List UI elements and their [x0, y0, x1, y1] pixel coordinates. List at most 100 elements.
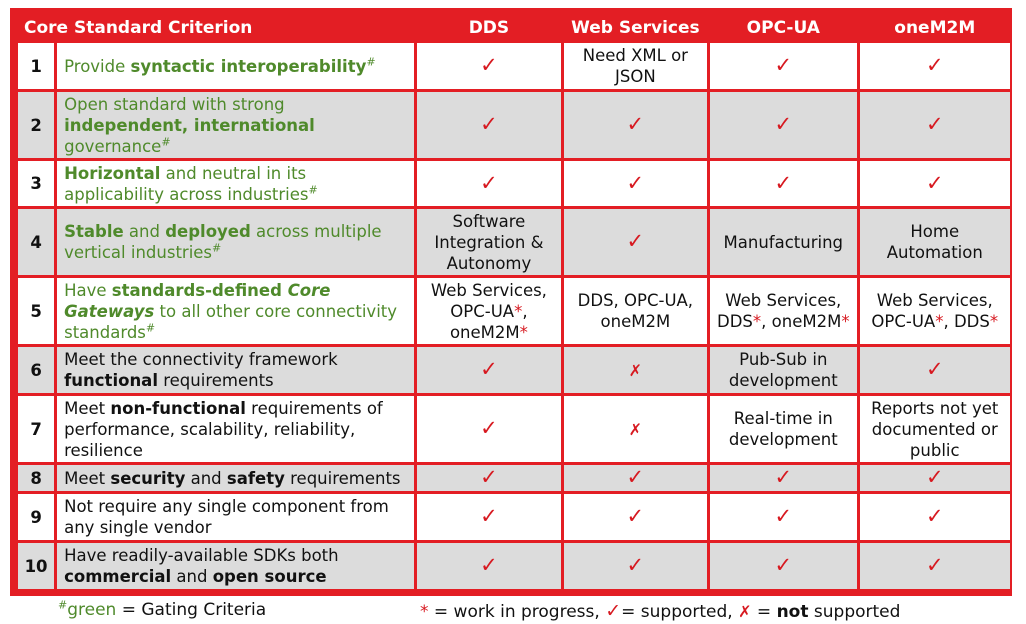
legend-eq-text: = [751, 602, 777, 622]
criterion-cell: Have readily-available SDKs both commerc… [57, 543, 415, 589]
dds-cell: ✓ [417, 43, 561, 89]
legend-gating-text: = Gating Criteria [116, 600, 267, 620]
table-row: 8 Meet security and safety requirements … [18, 465, 1010, 491]
opcua-cell: ✓ [710, 494, 857, 540]
opcua-cell: ✓ [710, 465, 857, 491]
legend-not-supported-text: supported [808, 602, 901, 622]
table-row: 10 Have readily-available SDKs both comm… [18, 543, 1010, 589]
criterion-cell: Open standard with strong independent, i… [57, 92, 415, 158]
check-icon: ✓ [925, 465, 944, 489]
onem2m-cell: ✓ [859, 43, 1010, 89]
dds-cell: ✓ [417, 161, 561, 206]
header-opc-ua: OPC-UA [710, 15, 857, 40]
header-web-services: Web Services [563, 15, 708, 40]
opcua-cell: ✓ [710, 543, 857, 589]
ws-cell: ✓ [563, 465, 708, 491]
onem2m-cell: Web Services, OPC-UA*, DDS* [859, 278, 1010, 344]
row-number: 6 [18, 347, 55, 393]
dds-cell: ✓ [417, 465, 561, 491]
table-row: 4 Stable and deployed across multiple ve… [18, 209, 1010, 275]
ws-cell: ✓ [563, 543, 708, 589]
check-icon: ✓ [774, 504, 793, 528]
ws-cell: ✗ [563, 347, 708, 393]
table-row: 6 Meet the connectivity framework functi… [18, 347, 1010, 393]
comparison-table: Core Standard Criterion DDS Web Services… [15, 12, 1013, 592]
criterion-cell: Not require any single component from an… [57, 494, 415, 540]
check-icon: ✓ [626, 229, 645, 253]
onem2m-cell: Home Automation [859, 209, 1010, 275]
check-icon: ✓ [480, 416, 498, 440]
legend-supported-text: = supported, [621, 602, 739, 622]
ws-cell: ✓ [563, 494, 708, 540]
header-dds: DDS [417, 15, 561, 40]
dds-cell: ✓ [417, 543, 561, 589]
dds-cell: ✓ [417, 396, 561, 462]
check-icon: ✓ [626, 112, 645, 136]
dds-cell: Software Integration & Autonomy [417, 209, 561, 275]
criterion-cell: Meet non-functional requirements of perf… [57, 396, 415, 462]
onem2m-cell: ✓ [859, 465, 1010, 491]
table-row: 9 Not require any single component from … [18, 494, 1010, 540]
criterion-cell: Meet the connectivity framework function… [57, 347, 415, 393]
legend-green-word: green [67, 600, 117, 620]
opcua-cell: Manufacturing [710, 209, 857, 275]
row-number: 8 [18, 465, 55, 491]
ws-cell: ✓ [563, 209, 708, 275]
check-icon: ✓ [480, 53, 498, 77]
criterion-cell: Horizontal and neutral in its applicabil… [57, 161, 415, 206]
criterion-cell: Have standards-defined Core Gateways to … [57, 278, 415, 344]
onem2m-cell: ✓ [859, 543, 1010, 589]
check-icon: ✓ [925, 357, 944, 381]
cross-icon: ✗ [628, 360, 643, 380]
row-number: 4 [18, 209, 55, 275]
hash-mark: # [58, 598, 68, 612]
legend-not-text: not [776, 602, 809, 622]
opcua-cell: ✓ [710, 161, 857, 206]
check-icon: ✓ [626, 170, 645, 195]
check-icon: ✓ [774, 170, 793, 195]
row-number: 5 [18, 278, 55, 344]
header-onem2m: oneM2M [859, 15, 1010, 40]
check-icon: ✓ [480, 465, 498, 489]
row-number: 2 [18, 92, 55, 158]
onem2m-cell: ✓ [859, 92, 1010, 158]
row-number: 3 [18, 161, 55, 206]
check-icon: ✓ [480, 504, 498, 528]
check-icon: ✓ [774, 553, 793, 577]
check-icon: ✓ [774, 53, 793, 77]
ws-cell: DDS, OPC-UA, oneM2M [563, 278, 708, 344]
check-icon: ✓ [480, 170, 498, 195]
check-icon: ✓ [774, 465, 793, 489]
row-number: 10 [18, 543, 55, 589]
check-icon: ✓ [925, 112, 944, 136]
check-icon: ✓ [605, 600, 622, 622]
cross-icon: ✗ [628, 419, 643, 439]
dds-cell: ✓ [417, 92, 561, 158]
header-row: Core Standard Criterion DDS Web Services… [18, 15, 1010, 40]
onem2m-cell: ✓ [859, 347, 1010, 393]
check-icon: ✓ [925, 553, 944, 577]
header-criterion: Core Standard Criterion [18, 15, 415, 40]
check-icon: ✓ [774, 112, 793, 136]
check-icon: ✓ [925, 53, 944, 77]
dds-cell: Web Services, OPC-UA*, oneM2M* [417, 278, 561, 344]
dds-cell: ✓ [417, 347, 561, 393]
row-number: 9 [18, 494, 55, 540]
opcua-cell: Real-time in development [710, 396, 857, 462]
ws-cell: ✗ [563, 396, 708, 462]
check-icon: ✓ [925, 504, 944, 528]
criterion-cell: Meet security and safety requirements [57, 465, 415, 491]
legend-symbols: * = work in progress, ✓= supported, ✗ = … [420, 600, 900, 622]
check-icon: ✓ [626, 553, 645, 577]
table-row: 1 Provide syntactic interoperability# ✓ … [18, 43, 1010, 89]
table-row: 5 Have standards-defined Core Gateways t… [18, 278, 1010, 344]
cross-icon: ✗ [738, 602, 752, 621]
onem2m-cell: Reports not yet documented or public [859, 396, 1010, 462]
check-icon: ✓ [925, 170, 944, 195]
check-icon: ✓ [480, 553, 498, 577]
star-icon: * [420, 602, 429, 622]
row-number: 1 [18, 43, 55, 89]
check-icon: ✓ [626, 465, 645, 489]
opcua-cell: Web Services, DDS*, oneM2M* [710, 278, 857, 344]
criterion-cell: Provide syntactic interoperability# [57, 43, 415, 89]
